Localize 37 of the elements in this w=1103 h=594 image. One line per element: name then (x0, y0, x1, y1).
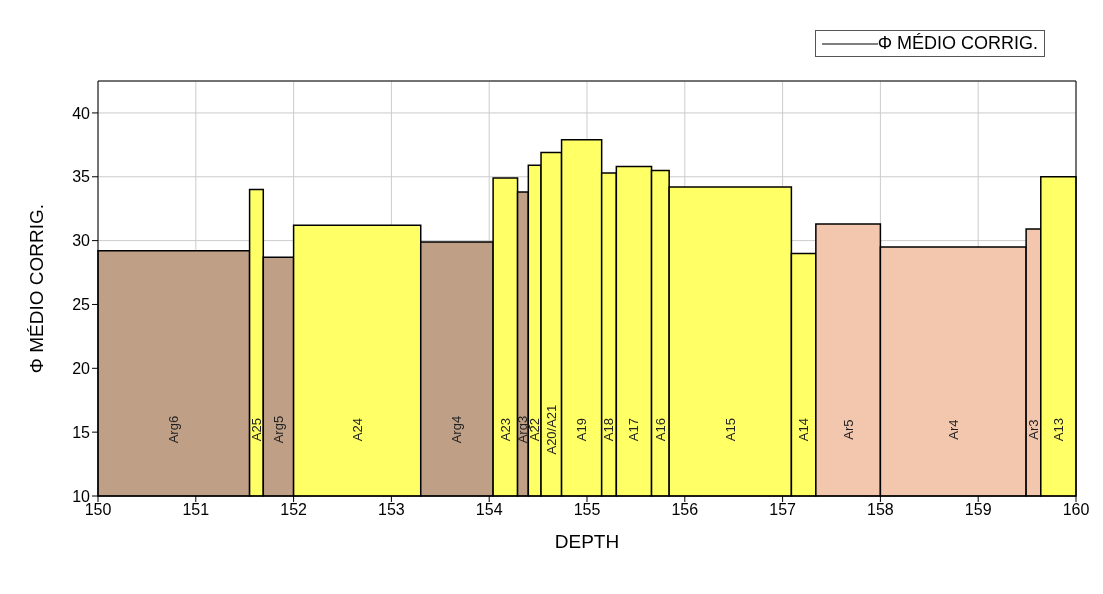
x-tick-label: 155 (573, 501, 601, 519)
annotation: Ar4 (945, 419, 961, 440)
annotation: A20/A21 (543, 404, 559, 455)
y-tick-label: 20 (72, 359, 91, 377)
annotation: A15 (722, 418, 738, 442)
annotation: A23 (497, 418, 513, 442)
annotation: A19 (574, 418, 590, 442)
annotation: A14 (796, 418, 812, 442)
annotation: A24 (349, 418, 365, 442)
annotation: A18 (601, 418, 617, 442)
annotation: A25 (248, 418, 264, 442)
annotation: A16 (652, 418, 668, 442)
x-axis-title: DEPTH (554, 531, 620, 552)
y-tick-label: 25 (72, 296, 91, 314)
annotation: Arg4 (449, 415, 465, 444)
x-tick-label: 160 (1062, 501, 1090, 519)
annotation: A17 (626, 418, 642, 442)
annotation: Arg6 (166, 415, 182, 444)
x-tick-label: 151 (182, 501, 210, 519)
x-tick-label: 150 (84, 501, 112, 519)
y-axis-title: Φ MÉDIO CORRIG. (25, 203, 47, 374)
x-tick-label: 158 (867, 501, 894, 519)
x-tick-label: 153 (378, 501, 405, 519)
x-tick-label: 157 (769, 501, 797, 519)
x-tick-label: 152 (280, 501, 308, 519)
legend-label: Φ MÉDIO CORRIG. (877, 33, 1038, 54)
y-tick-label: 15 (72, 423, 91, 441)
annotation: Ar5 (840, 419, 856, 440)
x-tick-label: 154 (475, 501, 503, 519)
y-tick-label: 35 (72, 168, 91, 186)
x-tick-label: 156 (671, 501, 699, 519)
annotation: Ar3 (1025, 419, 1041, 440)
y-tick-label: 40 (72, 104, 91, 122)
x-tick-label: 159 (964, 501, 992, 519)
annotation: A13 (1050, 418, 1066, 442)
y-tick-label: 30 (72, 232, 91, 250)
annotation: Arg5 (270, 415, 286, 444)
